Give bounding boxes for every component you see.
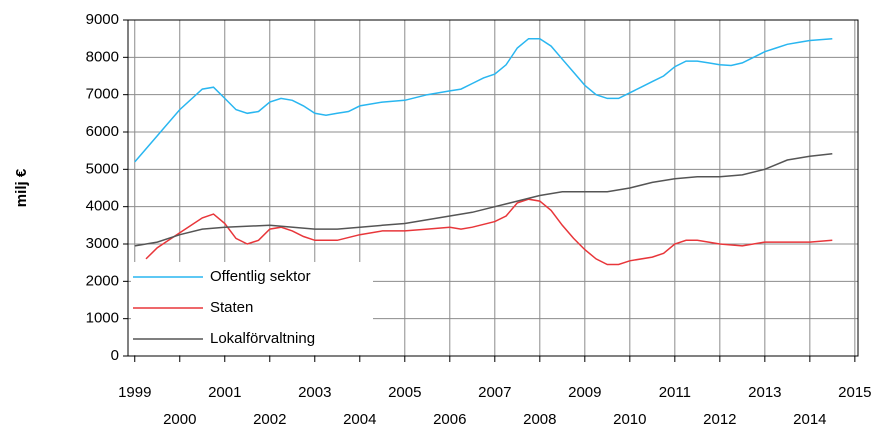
x-tick-label: 2005 xyxy=(388,384,421,401)
y-tick-label: 8000 xyxy=(86,48,119,65)
x-tick-label: 2010 xyxy=(613,411,646,428)
x-tick-label: 2000 xyxy=(163,411,196,428)
x-tick-label: 2011 xyxy=(659,384,691,401)
x-tick-label: 2001 xyxy=(208,384,241,401)
legend-label: Lokalförvaltning xyxy=(210,330,315,347)
x-tick-label: 2007 xyxy=(478,384,511,401)
x-tick-label: 2014 xyxy=(793,411,826,428)
y-tick-label: 2000 xyxy=(86,272,119,289)
x-tick-label: 2003 xyxy=(298,384,331,401)
series-line xyxy=(134,37,833,163)
x-tick-label: 1999 xyxy=(118,384,151,401)
y-tick-label: 9000 xyxy=(86,11,119,28)
x-tick-label: 2015 xyxy=(838,384,871,401)
y-tick-label: 1000 xyxy=(86,310,119,327)
x-tick-label: 2008 xyxy=(523,411,556,428)
y-tick-label: 0 xyxy=(111,347,119,364)
x-tick-label: 2006 xyxy=(433,411,466,428)
x-tick-label: 2009 xyxy=(568,384,601,401)
x-tick-label: 2013 xyxy=(748,384,781,401)
y-tick-label: 5000 xyxy=(86,160,119,177)
series-line xyxy=(134,152,833,247)
y-tick-label: 6000 xyxy=(86,123,119,140)
plot-frame xyxy=(127,19,859,357)
legend-label: Staten xyxy=(210,299,253,316)
y-tick-label: 7000 xyxy=(86,86,119,103)
y-tick-label: 4000 xyxy=(86,198,119,215)
y-tick-label: 3000 xyxy=(86,235,119,252)
legend-label: Offentlig sektor xyxy=(210,268,311,285)
x-tick-label: 2012 xyxy=(703,411,736,428)
series-line xyxy=(145,198,833,266)
x-tick-label: 2004 xyxy=(343,411,376,428)
y-axis-label: milj € xyxy=(13,168,30,207)
x-tick-label: 2002 xyxy=(253,411,286,428)
